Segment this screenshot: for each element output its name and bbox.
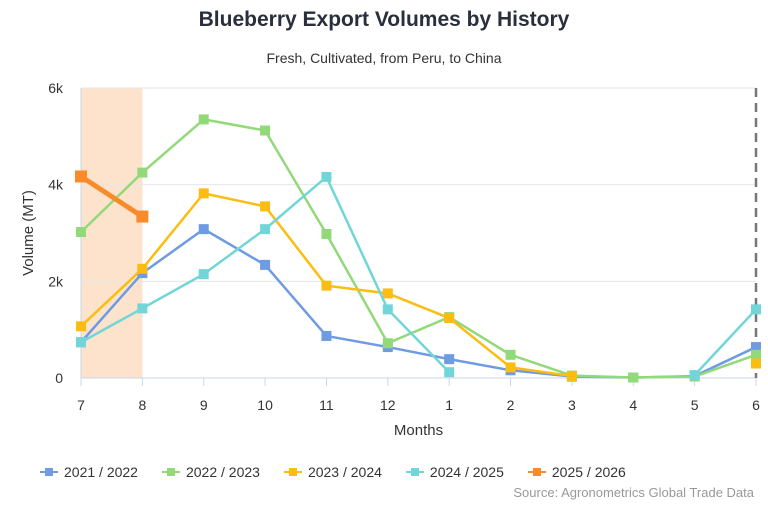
data-point xyxy=(137,263,148,274)
legend-label: 2023 / 2024 xyxy=(307,464,382,480)
source-credit: Source: Agronometrics Global Trade Data xyxy=(513,485,754,500)
data-point xyxy=(444,354,455,365)
x-tick-label: 6 xyxy=(752,397,760,413)
highlight-band xyxy=(81,88,143,378)
data-point xyxy=(444,367,455,378)
data-point xyxy=(628,372,639,383)
data-point xyxy=(76,337,86,348)
data-point xyxy=(136,210,149,223)
data-point xyxy=(198,269,209,280)
legend-label: 2025 / 2026 xyxy=(551,464,626,480)
data-point xyxy=(321,280,332,291)
x-axis-title: Months xyxy=(394,422,443,439)
legend-item[interactable]: 2023 / 2024 xyxy=(283,464,382,480)
data-point xyxy=(689,370,700,381)
data-point xyxy=(260,125,271,136)
legend-item[interactable]: 2024 / 2025 xyxy=(405,464,504,480)
chart-subtitle: Fresh, Cultivated, from Peru, to China xyxy=(266,50,502,66)
legend-swatch-icon xyxy=(405,467,424,477)
x-tick-label: 8 xyxy=(138,397,146,413)
x-tick-label: 2 xyxy=(507,397,515,413)
legend: 2021 / 2022 2022 / 2023 2023 / 2024 2024 / … xyxy=(40,464,626,480)
data-point xyxy=(198,188,209,199)
series-line xyxy=(80,175,757,376)
data-point xyxy=(137,167,148,178)
data-point xyxy=(751,358,761,369)
data-point xyxy=(198,224,209,235)
data-point xyxy=(751,304,761,315)
y-tick-label: 2k xyxy=(48,273,64,289)
data-point xyxy=(321,171,332,182)
legend-label: 2024 / 2025 xyxy=(429,464,504,480)
data-point xyxy=(382,338,393,349)
x-tick-label: 11 xyxy=(319,397,334,413)
data-point xyxy=(751,342,761,353)
chart-title: Blueberry Export Volumes by History xyxy=(198,8,570,31)
legend-swatch-icon xyxy=(40,467,58,477)
data-point xyxy=(137,303,148,314)
y-tick-label: 4k xyxy=(48,177,64,193)
data-point xyxy=(321,330,332,341)
legend-swatch-icon xyxy=(283,467,302,477)
series-line xyxy=(80,118,757,379)
x-tick-label: 9 xyxy=(200,397,208,413)
y-tick-label: 6k xyxy=(48,80,64,96)
legend-swatch-icon xyxy=(527,467,546,477)
data-point xyxy=(444,313,455,324)
data-point xyxy=(260,201,271,212)
data-point xyxy=(76,227,86,238)
series-line xyxy=(79,174,144,219)
data-point xyxy=(566,371,577,382)
data-point xyxy=(260,224,271,235)
legend-item[interactable]: 2025 / 2026 xyxy=(527,464,626,480)
legend-swatch-icon xyxy=(161,467,180,477)
legend-label: 2022 / 2023 xyxy=(185,464,260,480)
data-point xyxy=(75,170,87,183)
data-point xyxy=(505,349,516,360)
x-tick-label: 7 xyxy=(77,397,85,413)
x-tick-label: 12 xyxy=(380,397,396,413)
x-tick-label: 3 xyxy=(568,397,576,413)
legend-label: 2021 / 2022 xyxy=(64,464,138,480)
y-tick-label: 0 xyxy=(55,370,63,386)
y-axis-title: Volume (MT) xyxy=(20,190,37,276)
data-point xyxy=(382,288,393,299)
legend-item[interactable]: 2021 / 2022 xyxy=(40,464,138,480)
x-tick-label: 1 xyxy=(445,397,453,413)
data-point xyxy=(751,349,761,360)
legend-item[interactable]: 2022 / 2023 xyxy=(161,464,260,480)
data-point xyxy=(260,259,271,270)
x-tick-label: 4 xyxy=(629,397,637,413)
data-point xyxy=(321,228,332,239)
data-point xyxy=(505,362,516,373)
x-tick-label: 5 xyxy=(691,397,699,413)
data-point xyxy=(198,114,209,125)
x-tick-label: 10 xyxy=(257,397,273,413)
series-line xyxy=(80,227,757,379)
data-point xyxy=(382,304,393,315)
data-point xyxy=(76,321,86,332)
